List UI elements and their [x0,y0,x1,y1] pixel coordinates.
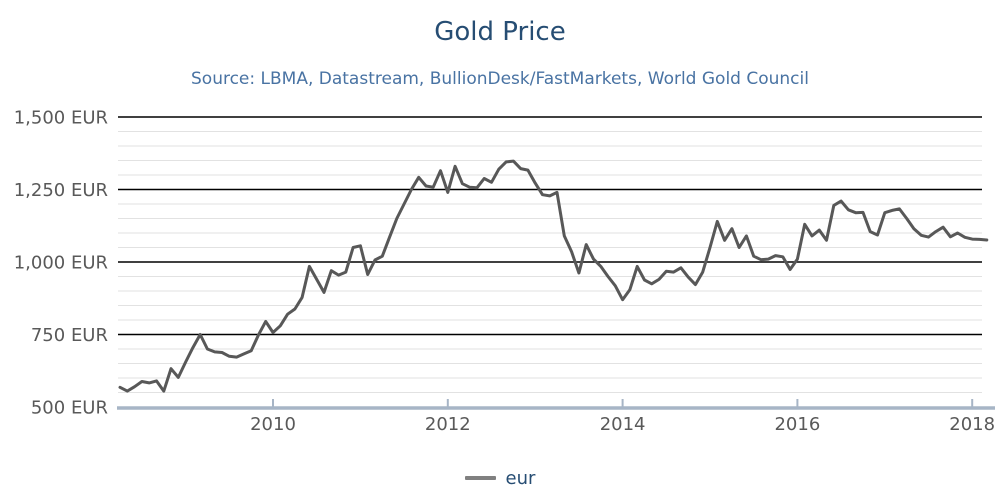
x-tick-label: 2016 [774,414,820,435]
price-line-eur [118,159,989,393]
x-axis [117,399,995,410]
y-tick-label: 1,000 EUR [14,253,108,274]
x-tick-label: 2010 [250,414,296,435]
legend-line-swatch [464,476,496,480]
x-tick-labels: 2010 2012 2014 2016 2018 [250,414,995,435]
x-tick-label: 2018 [949,414,995,435]
legend-series-label: eur [505,467,536,489]
y-tick-label: 1,500 EUR [14,108,108,129]
series-lines [118,159,989,393]
chart-legend: eur [0,463,1000,493]
chart-title: Gold Price [434,17,566,47]
y-tick-label: 1,250 EUR [14,180,108,201]
chart-subtitle: Source: LBMA, Datastream, BullionDesk/Fa… [191,69,809,89]
x-tick-label: 2012 [425,414,471,435]
y-tick-labels: 500 EUR 750 EUR 1,000 EUR 1,250 EUR 1,500 EU… [14,108,108,419]
major-gridlines [118,116,982,336]
y-tick-label: 750 EUR [31,325,108,346]
x-tick-label: 2014 [600,414,646,435]
y-tick-label: 500 EUR [31,398,108,419]
